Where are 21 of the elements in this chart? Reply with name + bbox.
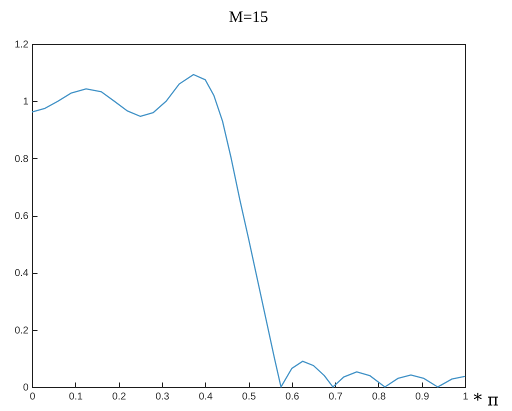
y-tick-label: 0 — [22, 382, 29, 394]
x-tick-label: 0.9 — [415, 392, 430, 402]
x-tick-label: 0.5 — [242, 392, 256, 402]
x-tick-label: 0.6 — [285, 392, 300, 402]
chart-title: M=15 — [228, 9, 268, 26]
y-tick-label: 1.2 — [14, 40, 29, 50]
y-tick-label: 0.4 — [14, 268, 29, 280]
x-tick-label: 1 — [462, 392, 469, 402]
x-tick-label: 0.4 — [198, 392, 214, 402]
x-tick-label: 0.1 — [68, 392, 84, 402]
x-tick-label: 0.3 — [155, 392, 170, 402]
x-tick-label: 0.2 — [112, 392, 126, 402]
y-tick-label: 1 — [22, 96, 29, 108]
y-tick-label: 0.6 — [14, 211, 29, 222]
y-tick-label: 0.2 — [14, 325, 29, 336]
x-tick-label: 0 — [30, 392, 36, 402]
line-series — [31, 74, 466, 388]
x-axis-title: * π — [474, 390, 499, 410]
x-tick-label: 0.8 — [372, 392, 386, 402]
y-tick-label: 0.8 — [14, 154, 29, 165]
x-tick-label: 0.7 — [328, 392, 343, 402]
